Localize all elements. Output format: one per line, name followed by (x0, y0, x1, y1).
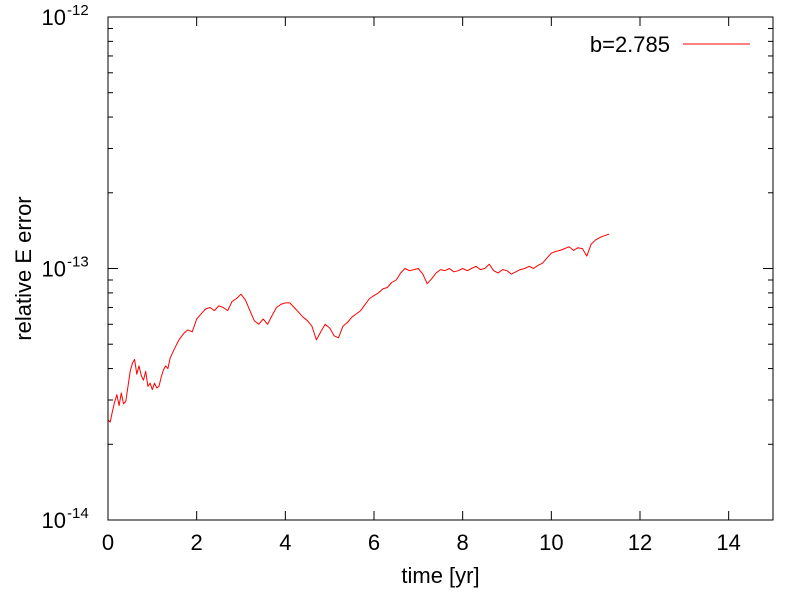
x-tick-label: 12 (628, 530, 652, 555)
x-tick-label: 0 (102, 530, 114, 555)
y-axis-title: relative E error (11, 196, 36, 340)
x-tick-label: 10 (539, 530, 563, 555)
x-tick-label: 8 (457, 530, 469, 555)
x-tick-label: 2 (191, 530, 203, 555)
y-tick-label: 10 -14 (42, 505, 89, 533)
series-line (107, 233, 610, 423)
tick-marks (107, 16, 773, 521)
x-tick-labels: 0 2 4 6 8 10 12 14 (102, 530, 741, 555)
y-tick-label-exponent: -12 (67, 2, 89, 19)
y-tick-label-base: 10 (42, 508, 66, 533)
y-tick-label: 10 -13 (42, 254, 89, 282)
y-tick-label-base: 10 (42, 5, 66, 30)
legend: b=2.785 (590, 32, 750, 57)
x-tick-label: 4 (279, 530, 291, 555)
y-tick-label: 10 -12 (42, 2, 89, 30)
y-tick-label-exponent: -13 (67, 254, 89, 271)
x-axis-title: time [yr] (401, 563, 479, 588)
x-tick-label: 14 (716, 530, 740, 555)
y-tick-label-base: 10 (42, 257, 66, 282)
legend-label: b=2.785 (590, 32, 670, 57)
plot-frame (107, 16, 774, 521)
y-tick-label-exponent: -14 (67, 505, 89, 522)
series-layer (107, 233, 610, 423)
x-tick-label: 6 (368, 530, 380, 555)
